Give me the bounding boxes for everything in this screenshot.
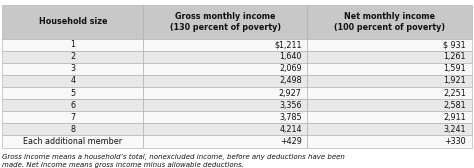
Bar [307,75,472,87]
Text: 7: 7 [70,113,75,122]
Bar [2,39,143,51]
Text: 4,214: 4,214 [279,125,301,134]
Bar [143,87,307,99]
Bar [307,63,472,75]
Text: 6: 6 [70,101,75,110]
Bar [307,39,472,51]
Bar [2,5,143,39]
Bar [143,51,307,63]
Bar [2,51,143,63]
Text: 2,927: 2,927 [279,89,301,98]
Bar [143,63,307,75]
Bar [307,87,472,99]
Bar [143,111,307,123]
Text: 3,241: 3,241 [444,125,466,134]
Bar [2,123,143,135]
Text: $ 931: $ 931 [443,40,466,49]
Text: 1,591: 1,591 [443,64,466,73]
Bar [143,5,307,39]
Text: 5: 5 [70,89,75,98]
Text: 1: 1 [70,40,75,49]
Text: Gross monthly income
(130 percent of poverty): Gross monthly income (130 percent of pov… [170,12,281,32]
Text: 1,640: 1,640 [279,52,301,61]
Text: Household size: Household size [38,17,107,26]
Text: Each additional member: Each additional member [23,137,122,146]
Bar [2,99,143,111]
Bar [307,123,472,135]
Bar [2,135,143,148]
Text: 2,911: 2,911 [443,113,466,122]
Text: 4: 4 [70,76,75,86]
Bar [307,51,472,63]
Bar [2,63,143,75]
Bar [2,87,143,99]
Text: 3,356: 3,356 [279,101,301,110]
Bar [307,111,472,123]
Text: 3,785: 3,785 [279,113,301,122]
Text: Net monthly income
(100 percent of poverty): Net monthly income (100 percent of pover… [334,12,445,32]
Text: 8: 8 [70,125,75,134]
Text: 2,069: 2,069 [279,64,301,73]
Text: Gross income means a household’s total, nonexcluded income, before any deduction: Gross income means a household’s total, … [2,154,345,168]
Text: 2,581: 2,581 [443,101,466,110]
Bar [143,135,307,148]
Bar [307,99,472,111]
Text: 3: 3 [70,64,75,73]
Bar [143,39,307,51]
Bar [307,5,472,39]
Text: 2,498: 2,498 [279,76,301,86]
Text: +429: +429 [280,137,301,146]
Text: 1,921: 1,921 [443,76,466,86]
Bar [143,123,307,135]
Text: 2,251: 2,251 [443,89,466,98]
Text: 1,261: 1,261 [444,52,466,61]
Bar [307,135,472,148]
Text: 2: 2 [70,52,75,61]
Bar [143,99,307,111]
Text: +330: +330 [444,137,466,146]
Bar [2,111,143,123]
Text: $1,211: $1,211 [274,40,301,49]
Bar [143,75,307,87]
Bar [2,75,143,87]
